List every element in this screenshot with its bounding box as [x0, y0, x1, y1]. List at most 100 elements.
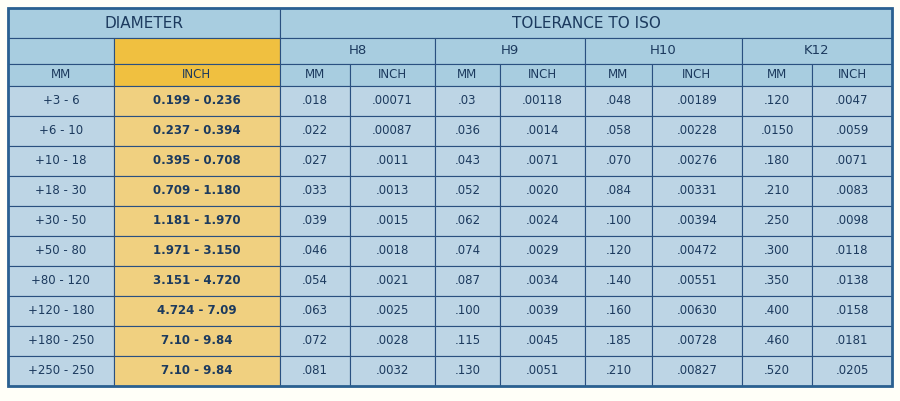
Bar: [652, 116, 742, 146]
Text: .210: .210: [764, 184, 790, 198]
Text: .0181: .0181: [835, 334, 868, 348]
Text: .0014: .0014: [526, 124, 559, 138]
Text: .039: .039: [302, 215, 328, 227]
Text: MM: MM: [50, 69, 71, 81]
Text: INCH: INCH: [682, 69, 712, 81]
Text: .0138: .0138: [835, 275, 868, 288]
Bar: [742, 236, 812, 266]
Bar: [812, 236, 892, 266]
Bar: [280, 356, 350, 386]
Bar: [280, 296, 350, 326]
Bar: [742, 296, 812, 326]
Bar: [585, 146, 652, 176]
Text: +6 - 10: +6 - 10: [39, 124, 83, 138]
Bar: [500, 86, 585, 116]
Bar: [8, 8, 280, 38]
Bar: [113, 206, 280, 236]
Text: .074: .074: [454, 245, 481, 257]
Bar: [350, 64, 435, 86]
Bar: [742, 146, 812, 176]
Text: .0039: .0039: [526, 304, 559, 318]
Bar: [500, 236, 585, 266]
Bar: [280, 266, 350, 296]
Text: K12: K12: [805, 45, 830, 57]
Bar: [652, 236, 742, 266]
Bar: [280, 176, 350, 206]
Bar: [435, 64, 500, 86]
Text: 3.151 - 4.720: 3.151 - 4.720: [153, 275, 240, 288]
Text: .100: .100: [606, 215, 632, 227]
Bar: [742, 206, 812, 236]
Bar: [652, 64, 742, 86]
Bar: [812, 296, 892, 326]
Bar: [8, 296, 113, 326]
Text: .0158: .0158: [835, 304, 868, 318]
Bar: [435, 38, 585, 64]
Text: +3 - 6: +3 - 6: [42, 95, 79, 107]
Bar: [500, 206, 585, 236]
Text: .00276: .00276: [677, 154, 717, 168]
Text: .0071: .0071: [526, 154, 559, 168]
Text: DIAMETER: DIAMETER: [104, 16, 184, 30]
Text: .087: .087: [454, 275, 481, 288]
Bar: [8, 64, 113, 86]
Text: .058: .058: [606, 124, 631, 138]
Bar: [585, 86, 652, 116]
Text: .180: .180: [764, 154, 790, 168]
Text: .460: .460: [764, 334, 790, 348]
Text: 0.237 - 0.394: 0.237 - 0.394: [153, 124, 240, 138]
Bar: [8, 326, 113, 356]
Bar: [652, 176, 742, 206]
Text: 1.971 - 3.150: 1.971 - 3.150: [153, 245, 240, 257]
Bar: [113, 236, 280, 266]
Bar: [113, 64, 280, 86]
Text: +250 - 250: +250 - 250: [28, 365, 94, 377]
Text: 7.10 - 9.84: 7.10 - 9.84: [161, 334, 233, 348]
Bar: [812, 64, 892, 86]
Bar: [652, 266, 742, 296]
Bar: [8, 116, 113, 146]
Text: .0011: .0011: [376, 154, 410, 168]
Bar: [8, 206, 113, 236]
Text: TOLERANCE TO ISO: TOLERANCE TO ISO: [511, 16, 661, 30]
Text: 0.199 - 0.236: 0.199 - 0.236: [153, 95, 241, 107]
Text: .027: .027: [302, 154, 328, 168]
Text: .00087: .00087: [372, 124, 413, 138]
Bar: [350, 86, 435, 116]
Bar: [8, 176, 113, 206]
Text: +10 - 18: +10 - 18: [35, 154, 86, 168]
Text: +120 - 180: +120 - 180: [28, 304, 94, 318]
Bar: [350, 236, 435, 266]
Text: .00551: .00551: [677, 275, 717, 288]
Bar: [350, 356, 435, 386]
Text: H10: H10: [650, 45, 677, 57]
Bar: [652, 206, 742, 236]
Text: .130: .130: [454, 365, 481, 377]
Bar: [585, 176, 652, 206]
Text: .120: .120: [606, 245, 632, 257]
Text: .00394: .00394: [677, 215, 717, 227]
Text: .0150: .0150: [760, 124, 794, 138]
Text: .0045: .0045: [526, 334, 559, 348]
Bar: [435, 356, 500, 386]
Text: INCH: INCH: [527, 69, 557, 81]
Bar: [113, 38, 280, 64]
Text: .063: .063: [302, 304, 328, 318]
Bar: [350, 296, 435, 326]
Text: .00472: .00472: [677, 245, 717, 257]
Text: +180 - 250: +180 - 250: [28, 334, 94, 348]
Text: 1.181 - 1.970: 1.181 - 1.970: [153, 215, 240, 227]
Text: .0015: .0015: [376, 215, 410, 227]
Bar: [500, 116, 585, 146]
Text: 0.709 - 1.180: 0.709 - 1.180: [153, 184, 240, 198]
Bar: [812, 356, 892, 386]
Text: H8: H8: [348, 45, 366, 57]
Text: +18 - 30: +18 - 30: [35, 184, 86, 198]
Text: .185: .185: [606, 334, 632, 348]
Bar: [113, 146, 280, 176]
Bar: [742, 266, 812, 296]
Text: .033: .033: [302, 184, 328, 198]
Bar: [812, 326, 892, 356]
Bar: [812, 146, 892, 176]
Text: .0083: .0083: [835, 184, 868, 198]
